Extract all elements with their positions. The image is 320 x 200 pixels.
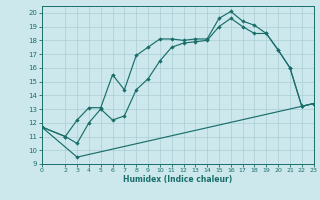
- X-axis label: Humidex (Indice chaleur): Humidex (Indice chaleur): [123, 175, 232, 184]
